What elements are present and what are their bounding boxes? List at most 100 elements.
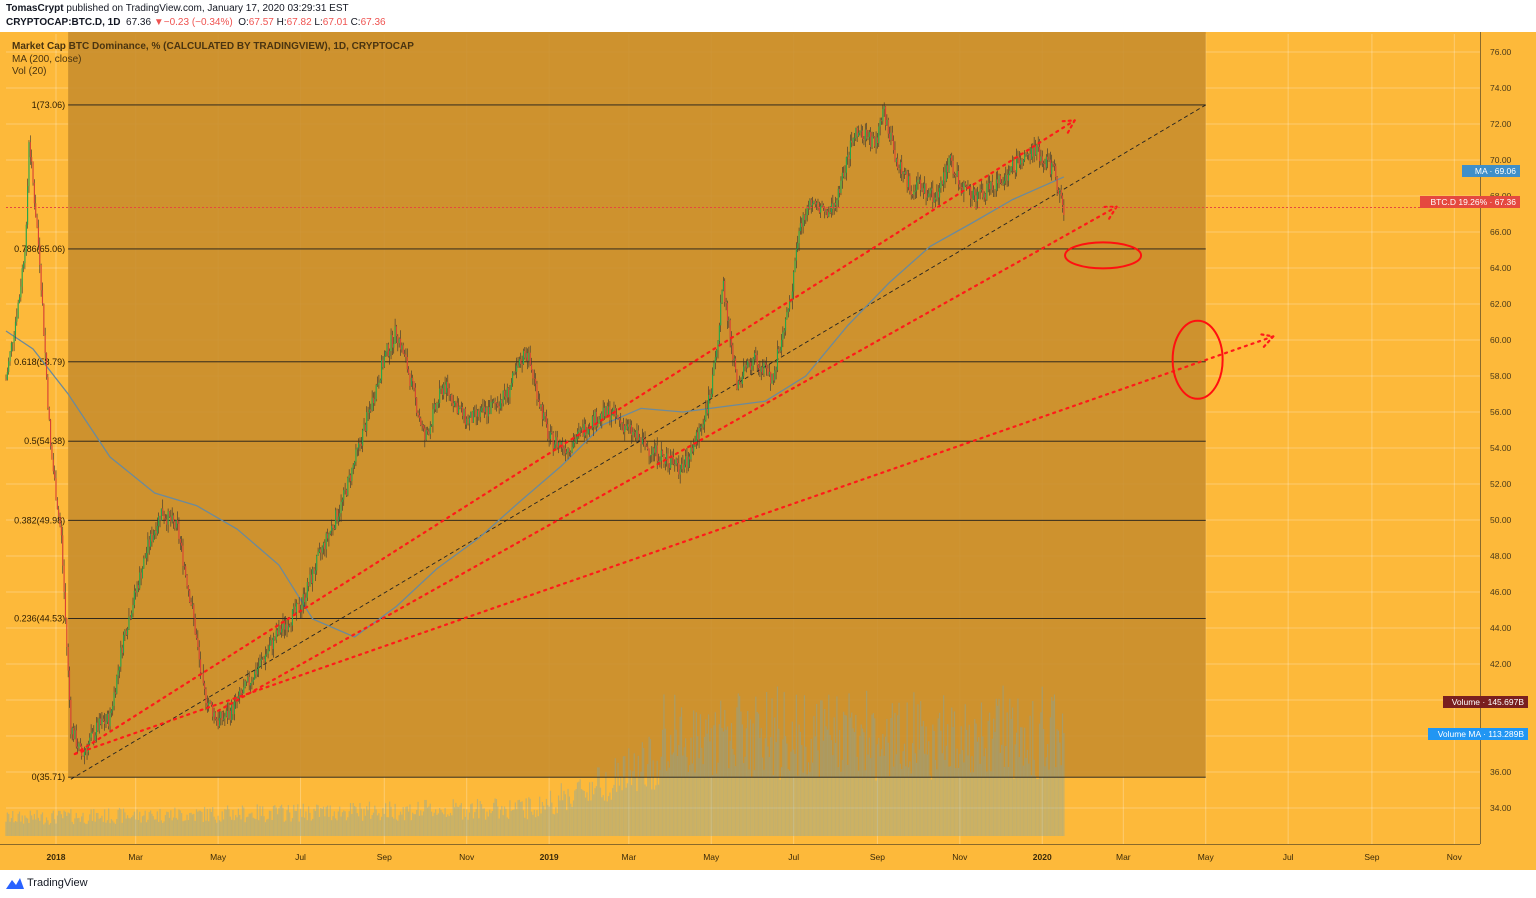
candle-body (83, 751, 85, 757)
candle-body (556, 437, 558, 448)
volume-bar (1034, 775, 1037, 836)
candle-body (730, 338, 733, 346)
volume-bar (894, 712, 896, 836)
volume-bar (380, 816, 383, 836)
candle-body (743, 366, 745, 377)
volume-bar (297, 804, 299, 836)
fibonacci-range-box[interactable] (68, 32, 1206, 778)
candle-body (143, 558, 145, 569)
price-axis[interactable]: 34.0036.0038.0040.0042.0044.0046.0048.00… (1480, 32, 1536, 844)
volume-bar (979, 763, 981, 836)
volume-bar (1047, 744, 1049, 836)
candle-body (721, 290, 723, 303)
dotted-trendlines[interactable] (73, 119, 1276, 756)
price-chart[interactable]: 0(35.71)0.236(44.53)0.382(49.98)0.5(54.3… (0, 32, 1536, 870)
volume-bar (402, 807, 404, 836)
highlight-ellipse-lower[interactable] (1064, 241, 1143, 270)
candle-body (340, 501, 342, 514)
candle-body (990, 181, 992, 190)
candle-body (93, 731, 95, 741)
volume-bar (997, 705, 999, 836)
volume-bar (599, 787, 602, 836)
candle-body (420, 418, 422, 426)
volume-bar (122, 808, 125, 836)
volume-bar (903, 743, 906, 836)
volume-bar (967, 755, 969, 836)
volume-bar (535, 817, 537, 836)
volume-bar (689, 765, 691, 836)
candle-body (898, 168, 900, 170)
candle-body (682, 463, 684, 470)
candle-body (920, 179, 922, 191)
price-tick-label: 64.00 (1490, 263, 1512, 273)
candle-body (726, 303, 729, 321)
volume-bar (286, 810, 288, 836)
volume-bar (1001, 744, 1003, 836)
volume-bar (410, 820, 412, 836)
volume-bar (341, 812, 344, 836)
volume-bar (644, 784, 646, 836)
time-axis[interactable]: 2018 Mar May Jul Sep Nov 2019 Mar May Jul Sep Nov 20… (0, 844, 1536, 870)
volume-bar (616, 791, 618, 836)
candle-body (285, 624, 287, 630)
candle-body (479, 411, 481, 417)
candle-body (116, 675, 118, 694)
volume-bar (640, 771, 642, 836)
volume-bar (830, 740, 833, 836)
candle-body (271, 640, 273, 650)
candle-body (228, 710, 230, 719)
volume-bar (131, 817, 133, 836)
candle-body (308, 582, 310, 587)
candle-body (451, 394, 453, 404)
candle-body (979, 189, 981, 192)
volume-bar (694, 772, 696, 836)
candle-body (637, 430, 639, 441)
candle-body (948, 157, 950, 173)
candle-body (71, 728, 73, 735)
volume-bar (548, 806, 550, 836)
volume-bar (39, 820, 41, 836)
volume-bar (1053, 694, 1056, 836)
volume-bar (579, 779, 581, 836)
volume-bar (86, 823, 88, 836)
candle-body (5, 379, 7, 381)
author-name[interactable]: TomasCrypt (6, 3, 64, 14)
volume-bar (613, 784, 615, 836)
candle-body (945, 165, 947, 181)
volume-bar (375, 809, 377, 836)
candle-body (833, 202, 835, 209)
candle-body (1021, 159, 1023, 164)
volume-bar (502, 815, 504, 836)
volume-bar (497, 806, 499, 836)
legend-ma[interactable]: MA (200, close) (12, 53, 82, 65)
volume-bar (355, 807, 357, 836)
volume-bar (480, 804, 483, 836)
volume-bar (1005, 746, 1007, 836)
legend-title[interactable]: Market Cap BTC Dominance, % (CALCULATED … (12, 41, 414, 52)
legend-vol[interactable]: Vol (20) (12, 66, 47, 77)
tradingview-logo-icon[interactable] (6, 877, 24, 889)
open-value: 67.57 (248, 17, 274, 28)
highlight-ellipse-right[interactable] (1171, 319, 1224, 400)
volume-bar (433, 812, 435, 836)
candle-body (129, 616, 131, 619)
volume-bar (666, 770, 668, 836)
candle-body (262, 658, 264, 660)
candle-body (624, 425, 626, 432)
candle-body (603, 407, 606, 417)
volume-bar (54, 819, 56, 836)
candle-body (567, 448, 569, 452)
candle-body (503, 390, 506, 397)
candle-body (437, 402, 439, 404)
volume-bar (93, 809, 95, 836)
candle-body (1061, 195, 1064, 206)
volume-bar (883, 755, 885, 836)
tradingview-brand[interactable]: TradingView (27, 877, 88, 889)
candle-body (1017, 156, 1019, 158)
volume-bar (463, 808, 465, 836)
candle-body (216, 719, 218, 721)
candle-body (371, 397, 373, 411)
volume-bar (233, 820, 235, 836)
volume-bar (716, 773, 718, 836)
candle-body (599, 413, 602, 420)
